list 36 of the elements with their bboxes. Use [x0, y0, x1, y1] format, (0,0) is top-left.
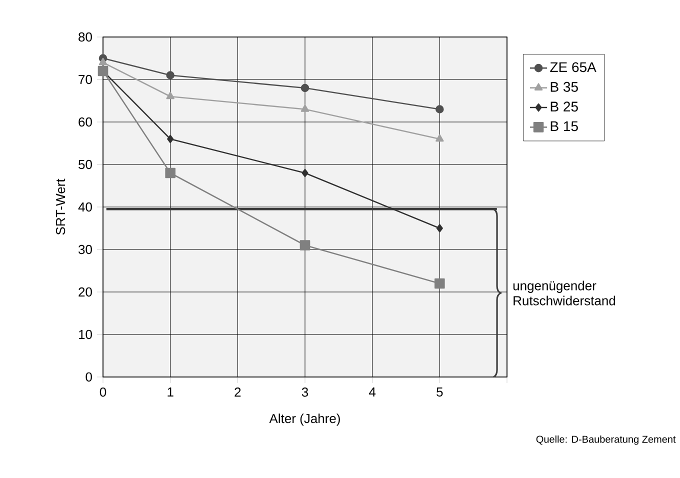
x-axis-title: Alter (Jahre)	[269, 414, 340, 426]
y-tick-label: 30	[78, 244, 92, 254]
y-tick-label: 70	[78, 74, 92, 84]
legend-label: B 35	[550, 82, 578, 92]
x-tick-label: 1	[168, 388, 174, 396]
legend-label: B 15	[550, 121, 578, 132]
point	[434, 278, 445, 289]
y-tick-label: 80	[78, 32, 92, 42]
point	[300, 240, 310, 250]
y-tick-label: 0	[86, 372, 92, 382]
point	[166, 71, 174, 80]
point	[165, 168, 176, 178]
point	[302, 168, 308, 178]
point	[300, 104, 310, 112]
point	[436, 134, 444, 142]
point	[98, 58, 108, 66]
x-tick-label: 3	[302, 388, 308, 397]
y-axis-title: SRT-Wert	[56, 178, 66, 235]
point	[167, 134, 174, 144]
y-tick-label: 20	[78, 287, 92, 297]
x-tick-label: 2	[234, 388, 241, 397]
text: ungenügender Rutschwiderstand	[513, 280, 616, 306]
y-tick-label: 40	[78, 202, 92, 212]
source-note: Quelle: D-Bauberatung Zement	[536, 435, 676, 445]
point	[436, 105, 444, 114]
point	[166, 92, 174, 100]
point	[436, 224, 443, 232]
legend-label: ZE 65A	[550, 62, 596, 72]
x-tick-label: 4	[369, 388, 376, 396]
y-tick-label: 60	[78, 117, 92, 127]
x-tick-label: 5	[436, 388, 443, 397]
legend-label: B 25	[550, 102, 578, 112]
point	[300, 84, 310, 92]
x-tick-label: 0	[100, 388, 106, 397]
y-tick-label: 10	[79, 330, 92, 340]
y-tick-label: 50	[78, 160, 92, 170]
